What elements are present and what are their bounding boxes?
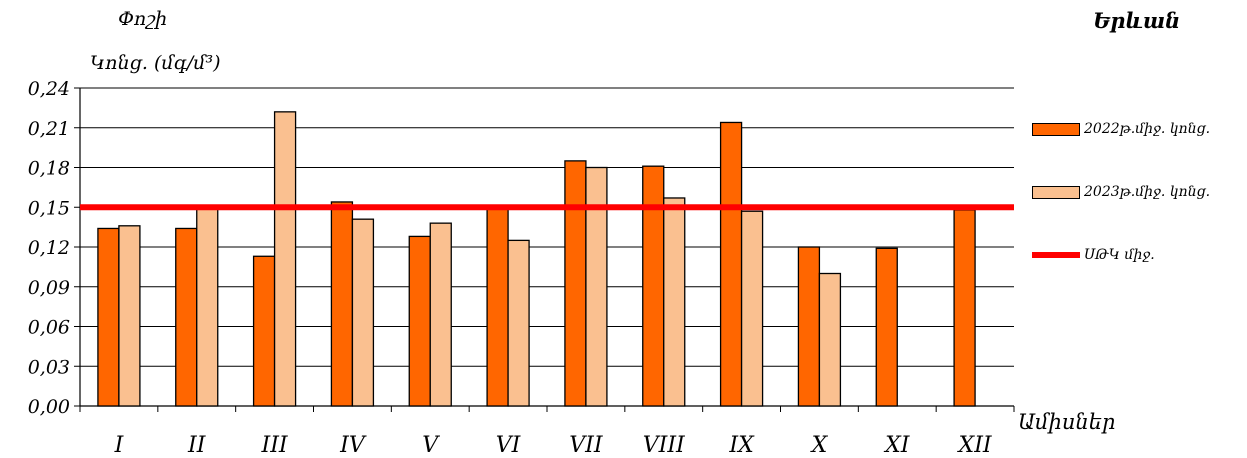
x-tick-label: I [114,433,125,458]
x-tick-label: II [187,433,207,458]
bar-2022-ix [719,121,743,407]
legend-item-2022: 2022թ.միջ. կոնց. [1032,121,1210,137]
bar-2022-i [97,227,120,407]
bar-2023-iii [273,111,297,407]
bar-2023-ii [196,206,219,407]
x-tick-label: VI [496,433,522,458]
y-tick-label: 0,09 [28,277,70,299]
y-tick-label: 0,12 [28,237,70,259]
y-axis-title-line1: Փոշի [118,8,168,30]
bar-2023-vi [507,239,530,407]
legend-item-2023: 2023թ.միջ. կոնց. [1032,184,1210,200]
x-tick-label: III [261,433,289,458]
x-tick-label: V [422,433,440,458]
y-tick-label: 0,24 [28,78,70,100]
bar-2022-xii [953,209,976,407]
y-axis-title-line2: Կոնց. (մգ/մ³) [90,52,221,74]
x-tick-label: VII [569,433,604,458]
x-tick-label: IV [339,433,367,458]
bar-2022-viii [642,165,665,407]
legend-label-2022: 2022թ.միջ. կոնց. [1084,121,1211,137]
bar-2023-ix [740,210,764,407]
y-tick-label: 0,18 [28,158,70,180]
x-tick-label: X [810,433,829,458]
bar-2023-vii [585,166,608,407]
x-tick-label: XII [957,433,993,458]
y-tick-label: 0,21 [28,118,70,140]
bar-2022-iv [330,201,354,407]
bar-2022-ii [175,227,198,407]
y-tick-label: 0,06 [28,317,70,339]
bar-2022-vi [486,206,509,407]
legend-swatch-limit [1032,252,1080,258]
bar-2022-v [408,235,431,407]
bar-2022-iii [252,255,276,407]
y-tick-label: 0,15 [28,197,70,219]
bar-2022-vii [564,160,587,407]
bar-2023-iv [351,218,375,407]
bar-2023-viii [663,197,686,407]
bar-2023-v [429,222,452,407]
legend-swatch-2023 [1032,185,1080,199]
y-tick-label: 0,00 [28,396,70,418]
x-tick-label: XI [883,433,911,458]
bar-2022-x [797,246,821,407]
bar-2022-xi [875,247,898,407]
legend-label-limit: ՍԹԿ միջ. [1084,247,1155,263]
legend-swatch-2022 [1032,122,1080,136]
x-tick-label: IX [728,433,755,458]
legend-item-limit: ՍԹԿ միջ. [1032,247,1155,263]
bar-2023-i [118,225,141,407]
y-tick-label: 0,03 [28,356,70,378]
bar-2023-x [818,272,842,407]
x-tick-label: VIII [643,433,686,458]
x-axis-title: Ամիսներ [1018,410,1116,434]
chart-city-title: Երևան [1093,8,1181,33]
legend-label-2023: 2023թ.միջ. կոնց. [1084,184,1211,200]
